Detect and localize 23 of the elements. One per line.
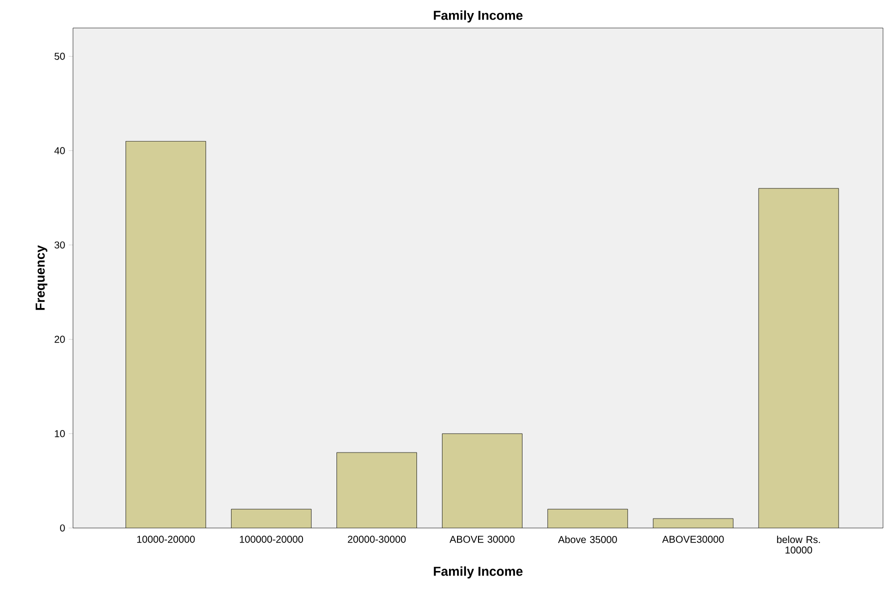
x-tick-label: 10000-20000 [137, 536, 195, 543]
chart-title: Family Income [434, 10, 523, 22]
x-axis-title: Family Income [434, 566, 523, 578]
y-tick-label: 10 [54, 430, 65, 438]
y-tick-label: 30 [54, 241, 65, 248]
x-tick-label: 100000-20000 [240, 536, 304, 543]
y-tick-label: 20 [54, 336, 65, 343]
bar [126, 141, 206, 528]
x-tick-label: Above 35000 [558, 536, 617, 544]
bar [653, 518, 734, 528]
bar [231, 509, 312, 528]
x-tick-label: 20000-30000 [348, 536, 406, 543]
y-tick-label: 40 [54, 147, 65, 154]
y-axis-title: Frequency [36, 245, 48, 310]
x-tick-label: below Rs. 10000 [777, 536, 820, 554]
bar [442, 433, 522, 528]
bar [758, 188, 839, 528]
x-tick-label: ABOVE 30000 [450, 536, 515, 543]
y-tick-label: 0 [60, 524, 65, 532]
y-tick-label: 50 [54, 52, 65, 60]
bar [547, 508, 628, 528]
bar [336, 452, 417, 528]
x-tick-label: ABOVE30000 [662, 536, 724, 543]
